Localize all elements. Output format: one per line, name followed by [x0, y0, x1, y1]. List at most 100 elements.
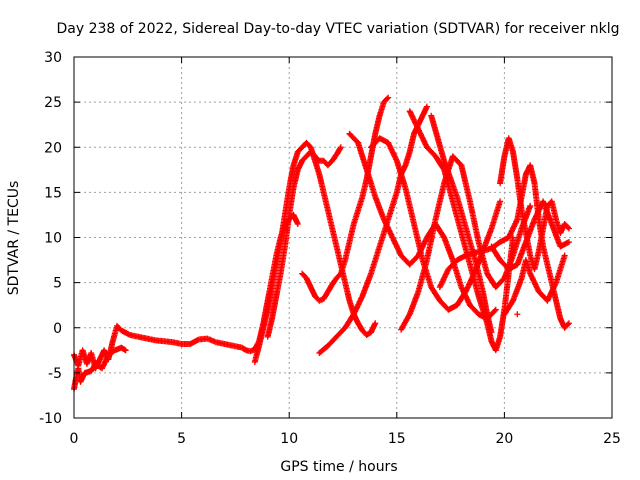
data-point [467, 198, 482, 244]
data-point [445, 258, 459, 273]
data-point [484, 311, 495, 334]
data-point [505, 217, 520, 241]
data-point [251, 344, 262, 365]
data-point [77, 371, 88, 385]
data-point [307, 148, 317, 159]
x-tick-label: 0 [70, 431, 79, 447]
series-arc-11 [428, 112, 495, 336]
data-point [256, 326, 266, 349]
data-point [406, 132, 417, 155]
data-point [497, 198, 504, 205]
data-point [432, 181, 447, 223]
data-point [428, 112, 441, 140]
data-point [368, 245, 383, 277]
data-point [385, 139, 400, 163]
data-point [441, 157, 454, 181]
data-point [346, 130, 360, 145]
series-arc-7 [346, 130, 499, 322]
data-point [99, 353, 111, 372]
data-point [565, 239, 572, 246]
data-points [71, 94, 572, 393]
data-point [294, 145, 304, 155]
data-point [324, 282, 335, 295]
data-point [514, 240, 529, 268]
data-point [548, 221, 563, 249]
data-point [324, 207, 335, 230]
data-point [484, 270, 498, 289]
data-point [290, 168, 301, 191]
data-point [497, 154, 508, 187]
series-arc-8 [368, 135, 504, 313]
data-point [561, 221, 571, 231]
data-point [333, 243, 344, 267]
series-arc-10 [398, 153, 534, 333]
data-point [510, 148, 521, 181]
data-point [441, 234, 456, 262]
data-point [423, 103, 430, 110]
data-point [449, 198, 464, 235]
data-point [492, 276, 507, 291]
data-point [432, 153, 447, 172]
data-point [473, 261, 486, 294]
x-tick-label: 10 [280, 431, 298, 447]
data-point [415, 258, 430, 295]
data-point [342, 279, 353, 303]
data-point [454, 253, 468, 264]
data-point [561, 321, 571, 331]
data-point [447, 175, 460, 199]
data-point [333, 325, 348, 340]
data-point [385, 94, 392, 101]
data-point [118, 344, 128, 353]
data-point [329, 152, 339, 164]
y-tick-label: 25 [44, 95, 62, 111]
data-point [393, 157, 408, 190]
y-tick-label: -10 [39, 411, 62, 427]
data-point [329, 276, 339, 288]
data-point [527, 202, 534, 209]
y-tick-label: 30 [44, 50, 62, 66]
data-point [406, 253, 421, 268]
data-point [324, 334, 339, 349]
data-point [372, 114, 383, 137]
axis-ticks: 0 5 10 15 20 25 -10 -5 0 5 10 15 20 25 30 [39, 50, 621, 447]
data-point [454, 289, 468, 309]
data-point [105, 348, 117, 358]
series-arc-15 [501, 252, 568, 318]
data-point [346, 222, 357, 245]
data-point [398, 312, 412, 333]
y-tick-label: 5 [53, 276, 62, 292]
data-point [359, 177, 370, 200]
data-point [372, 320, 379, 327]
data-point [501, 298, 516, 318]
data-point [294, 220, 301, 227]
data-point [423, 144, 438, 159]
data-point [514, 311, 521, 318]
data-point [514, 175, 525, 212]
grid-lines [74, 57, 612, 418]
data-point [303, 139, 313, 150]
data-point [372, 193, 387, 221]
series-arc-14 [488, 198, 572, 273]
data-point [264, 317, 275, 340]
data-point [320, 189, 331, 212]
data-point [355, 139, 370, 172]
data-point [428, 284, 443, 303]
data-point [540, 198, 555, 226]
data-point [527, 270, 542, 294]
y-axis-label: SDTVAR / TECUs [6, 181, 22, 296]
data-point [510, 276, 525, 304]
data-point [467, 302, 481, 317]
data-point [299, 154, 309, 164]
data-point [355, 195, 365, 214]
data-point [389, 234, 404, 258]
data-point [434, 135, 447, 163]
data-point [316, 343, 330, 356]
data-point [510, 227, 525, 259]
data-point [406, 290, 421, 318]
x-tick-label: 5 [177, 431, 186, 447]
data-point [260, 308, 271, 331]
y-tick-label: 0 [53, 321, 62, 337]
data-point [460, 216, 473, 244]
x-axis-label: GPS time / hours [280, 459, 397, 475]
